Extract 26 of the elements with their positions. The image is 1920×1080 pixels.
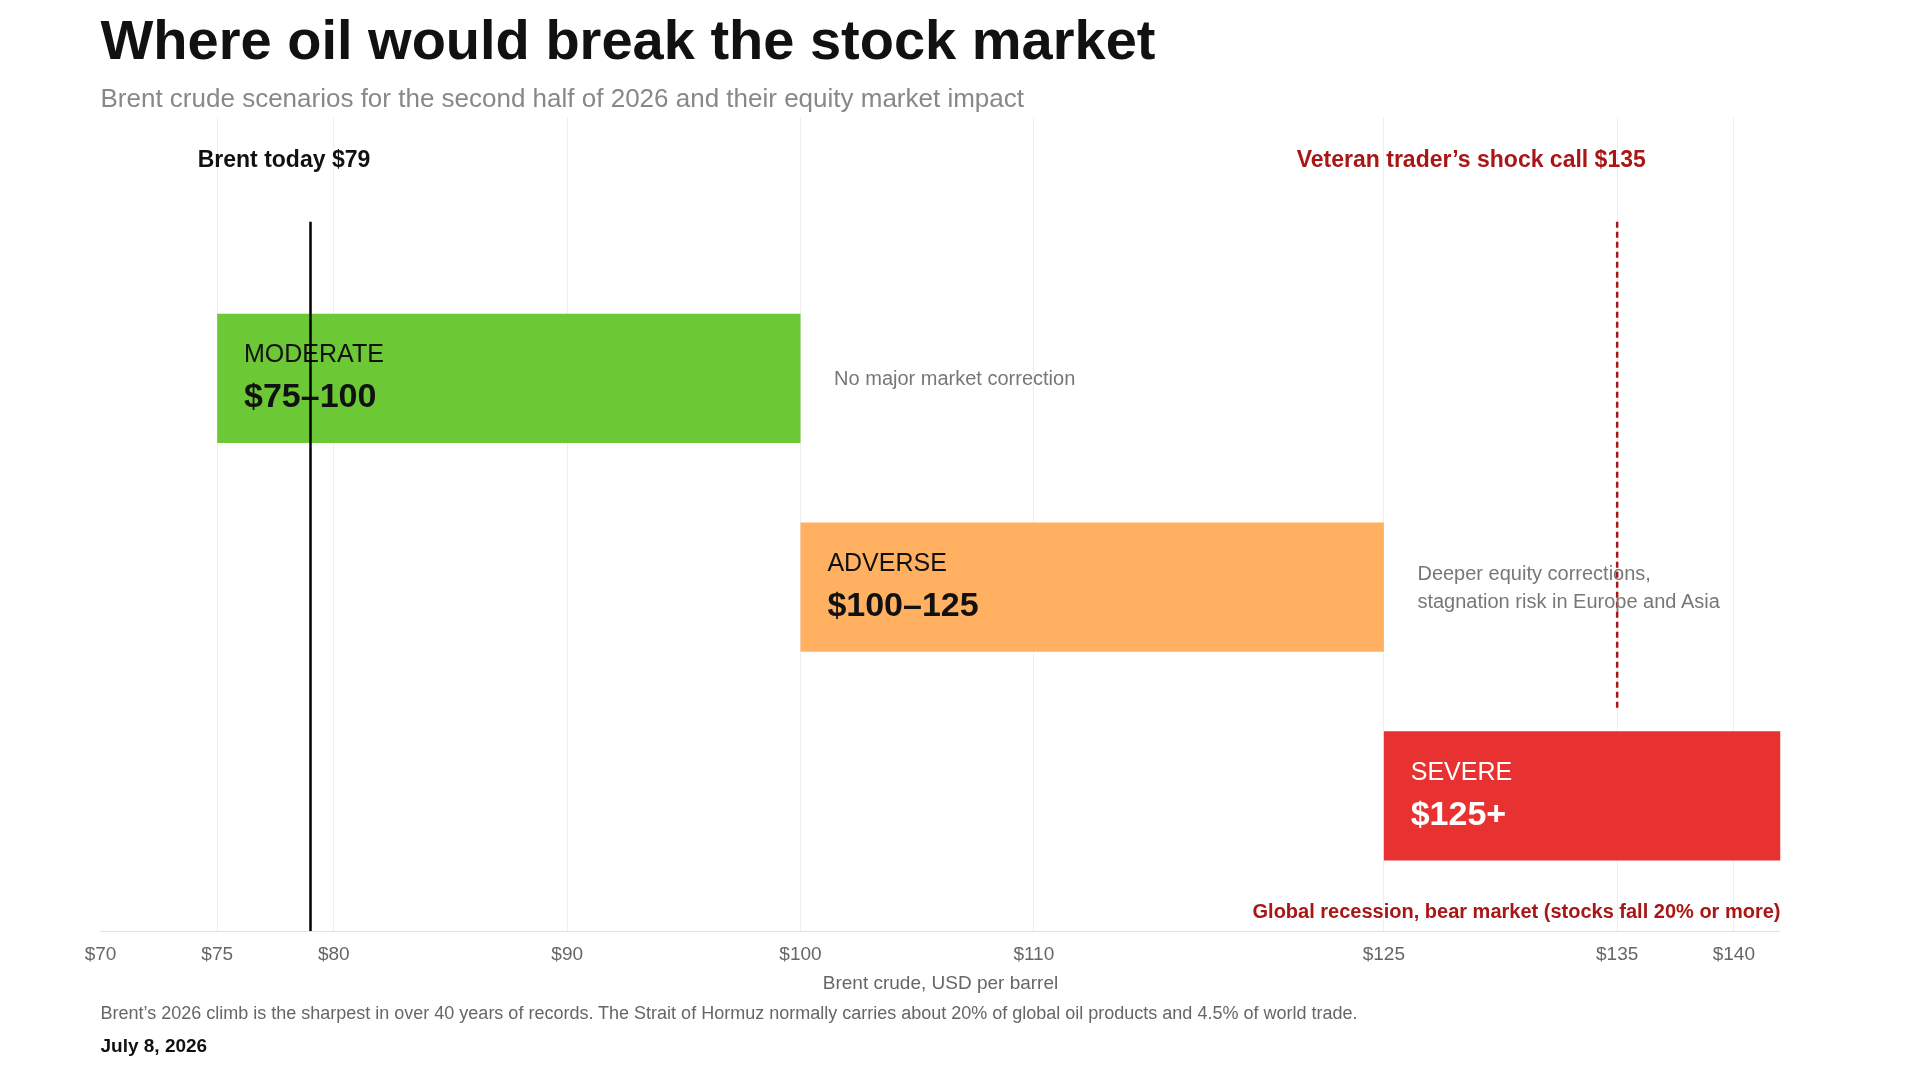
ref-line-label: Veteran trader’s shock call $135 <box>1296 146 1646 173</box>
x-tick-label: $140 <box>1712 942 1755 964</box>
text: Brent’s 2026 climb is the sharpest in over 40 years of records. The Strait of Hormuz normally carries about 20% of global oil products and 4.5% of world trade. <box>100 1002 1358 1023</box>
x-tick-label: $110 <box>1013 942 1055 964</box>
bar <box>800 522 1384 652</box>
x-tick-label: $90 <box>551 942 584 964</box>
text: July 8, 2026 <box>100 1034 208 1056</box>
bar <box>217 313 801 444</box>
chart-subtitle: Brent crude scenarios for the second half of 2026 and their equity market impact <box>100 82 1025 113</box>
chart-title: Where oil would break the stock market <box>100 7 1156 71</box>
x-tick-label: $80 <box>317 942 350 964</box>
x-axis-title: Brent crude, USD per barrel <box>822 971 1059 993</box>
y-tick-label: ADVERSE <box>827 548 947 577</box>
x-tick-label: $125 <box>1362 942 1405 964</box>
x-tick-label: $100 <box>779 942 822 964</box>
x-tick-label: $75 <box>201 942 234 964</box>
data-label: $125+ <box>1410 793 1507 832</box>
data-label: $100–125 <box>827 584 979 623</box>
annotation: No major market correction <box>834 367 1076 390</box>
ref-line-label: Brent today $79 <box>197 146 371 173</box>
bar <box>1383 731 1781 861</box>
x-tick-label: $70 <box>84 942 117 964</box>
annotation: Global recession, bear market (stocks fall 20% or more) <box>1252 899 1781 922</box>
x-tick-label: $135 <box>1596 942 1639 964</box>
annotation: Deeper equity corrections, stagnation risk in Europe and Asia <box>1417 561 1721 613</box>
y-tick-label: SEVERE <box>1410 756 1513 785</box>
